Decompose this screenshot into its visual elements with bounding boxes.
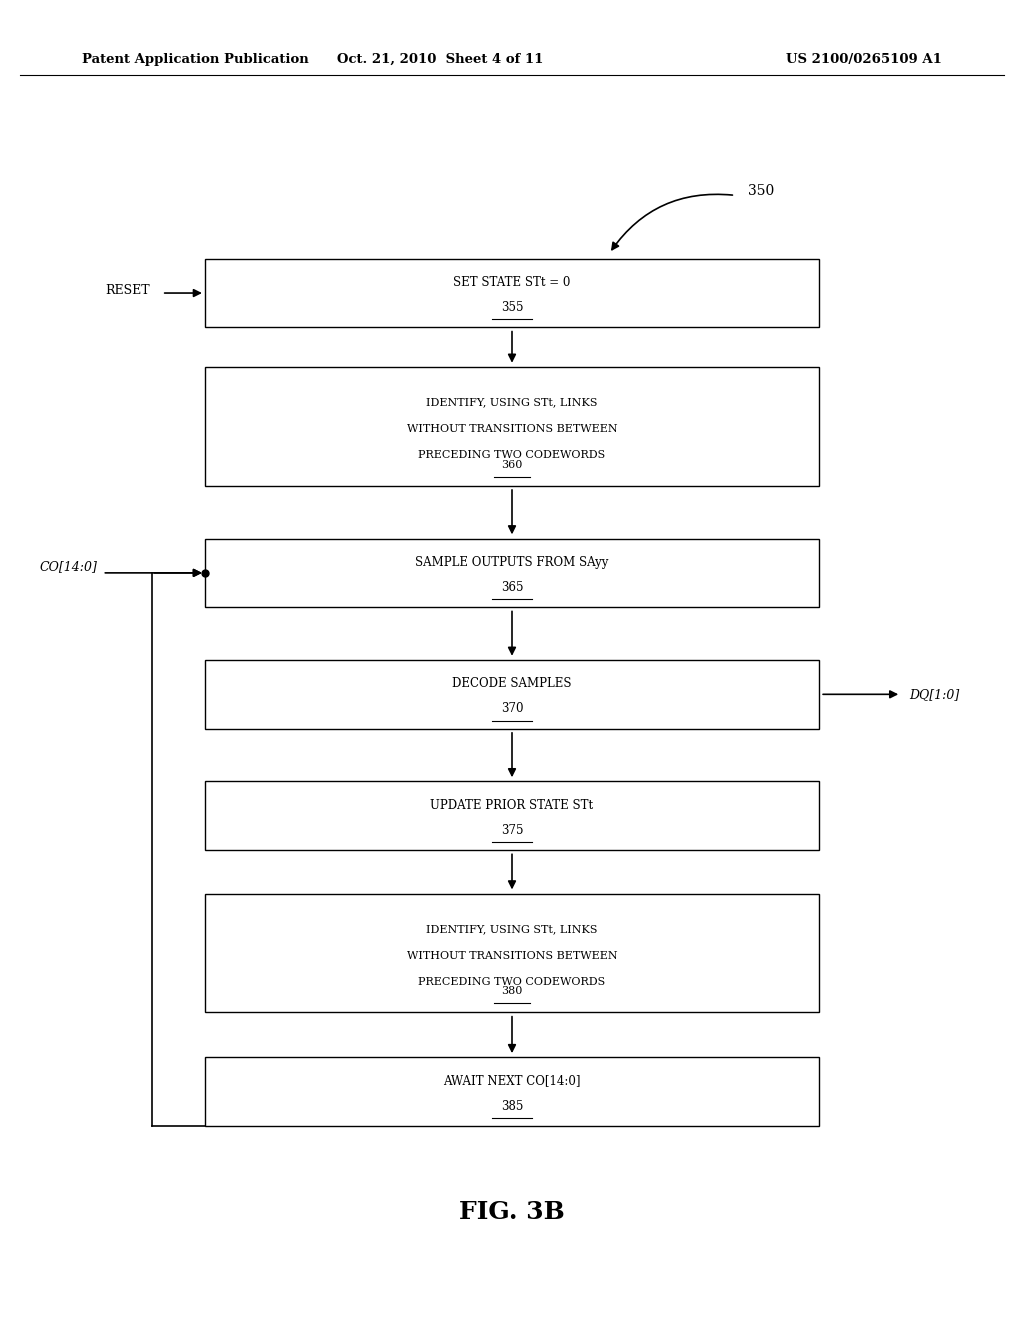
FancyBboxPatch shape (205, 894, 819, 1012)
Text: WITHOUT TRANSITIONS BETWEEN: WITHOUT TRANSITIONS BETWEEN (407, 950, 617, 961)
Text: CO[14:0]: CO[14:0] (39, 560, 97, 573)
Text: DQ[1:0]: DQ[1:0] (909, 688, 959, 701)
Text: 385: 385 (501, 1100, 523, 1113)
Text: IDENTIFY, USING STt, LINKS: IDENTIFY, USING STt, LINKS (426, 924, 598, 935)
Text: 380: 380 (502, 986, 522, 997)
Text: PRECEDING TWO CODEWORDS: PRECEDING TWO CODEWORDS (419, 977, 605, 987)
FancyBboxPatch shape (205, 660, 819, 729)
Text: AWAIT NEXT CO[14:0]: AWAIT NEXT CO[14:0] (443, 1074, 581, 1088)
Text: FIG. 3B: FIG. 3B (459, 1200, 565, 1224)
Text: Patent Application Publication: Patent Application Publication (82, 53, 308, 66)
Text: US 2100/0265109 A1: US 2100/0265109 A1 (786, 53, 942, 66)
Text: 350: 350 (748, 185, 774, 198)
Text: PRECEDING TWO CODEWORDS: PRECEDING TWO CODEWORDS (419, 450, 605, 461)
Text: 370: 370 (501, 702, 523, 715)
Text: 355: 355 (501, 301, 523, 314)
Text: 375: 375 (501, 824, 523, 837)
Text: WITHOUT TRANSITIONS BETWEEN: WITHOUT TRANSITIONS BETWEEN (407, 424, 617, 434)
Text: 360: 360 (502, 459, 522, 470)
Text: 365: 365 (501, 581, 523, 594)
FancyBboxPatch shape (205, 539, 819, 607)
Text: RESET: RESET (104, 284, 150, 297)
FancyBboxPatch shape (205, 1057, 819, 1126)
FancyBboxPatch shape (205, 781, 819, 850)
Text: SAMPLE OUTPUTS FROM SAyy: SAMPLE OUTPUTS FROM SAyy (416, 556, 608, 569)
Text: DECODE SAMPLES: DECODE SAMPLES (453, 677, 571, 690)
FancyBboxPatch shape (205, 259, 819, 327)
FancyBboxPatch shape (205, 367, 819, 486)
Text: Oct. 21, 2010  Sheet 4 of 11: Oct. 21, 2010 Sheet 4 of 11 (337, 53, 544, 66)
Text: SET STATE STt = 0: SET STATE STt = 0 (454, 276, 570, 289)
Text: IDENTIFY, USING STt, LINKS: IDENTIFY, USING STt, LINKS (426, 397, 598, 408)
Text: UPDATE PRIOR STATE STt: UPDATE PRIOR STATE STt (430, 799, 594, 812)
